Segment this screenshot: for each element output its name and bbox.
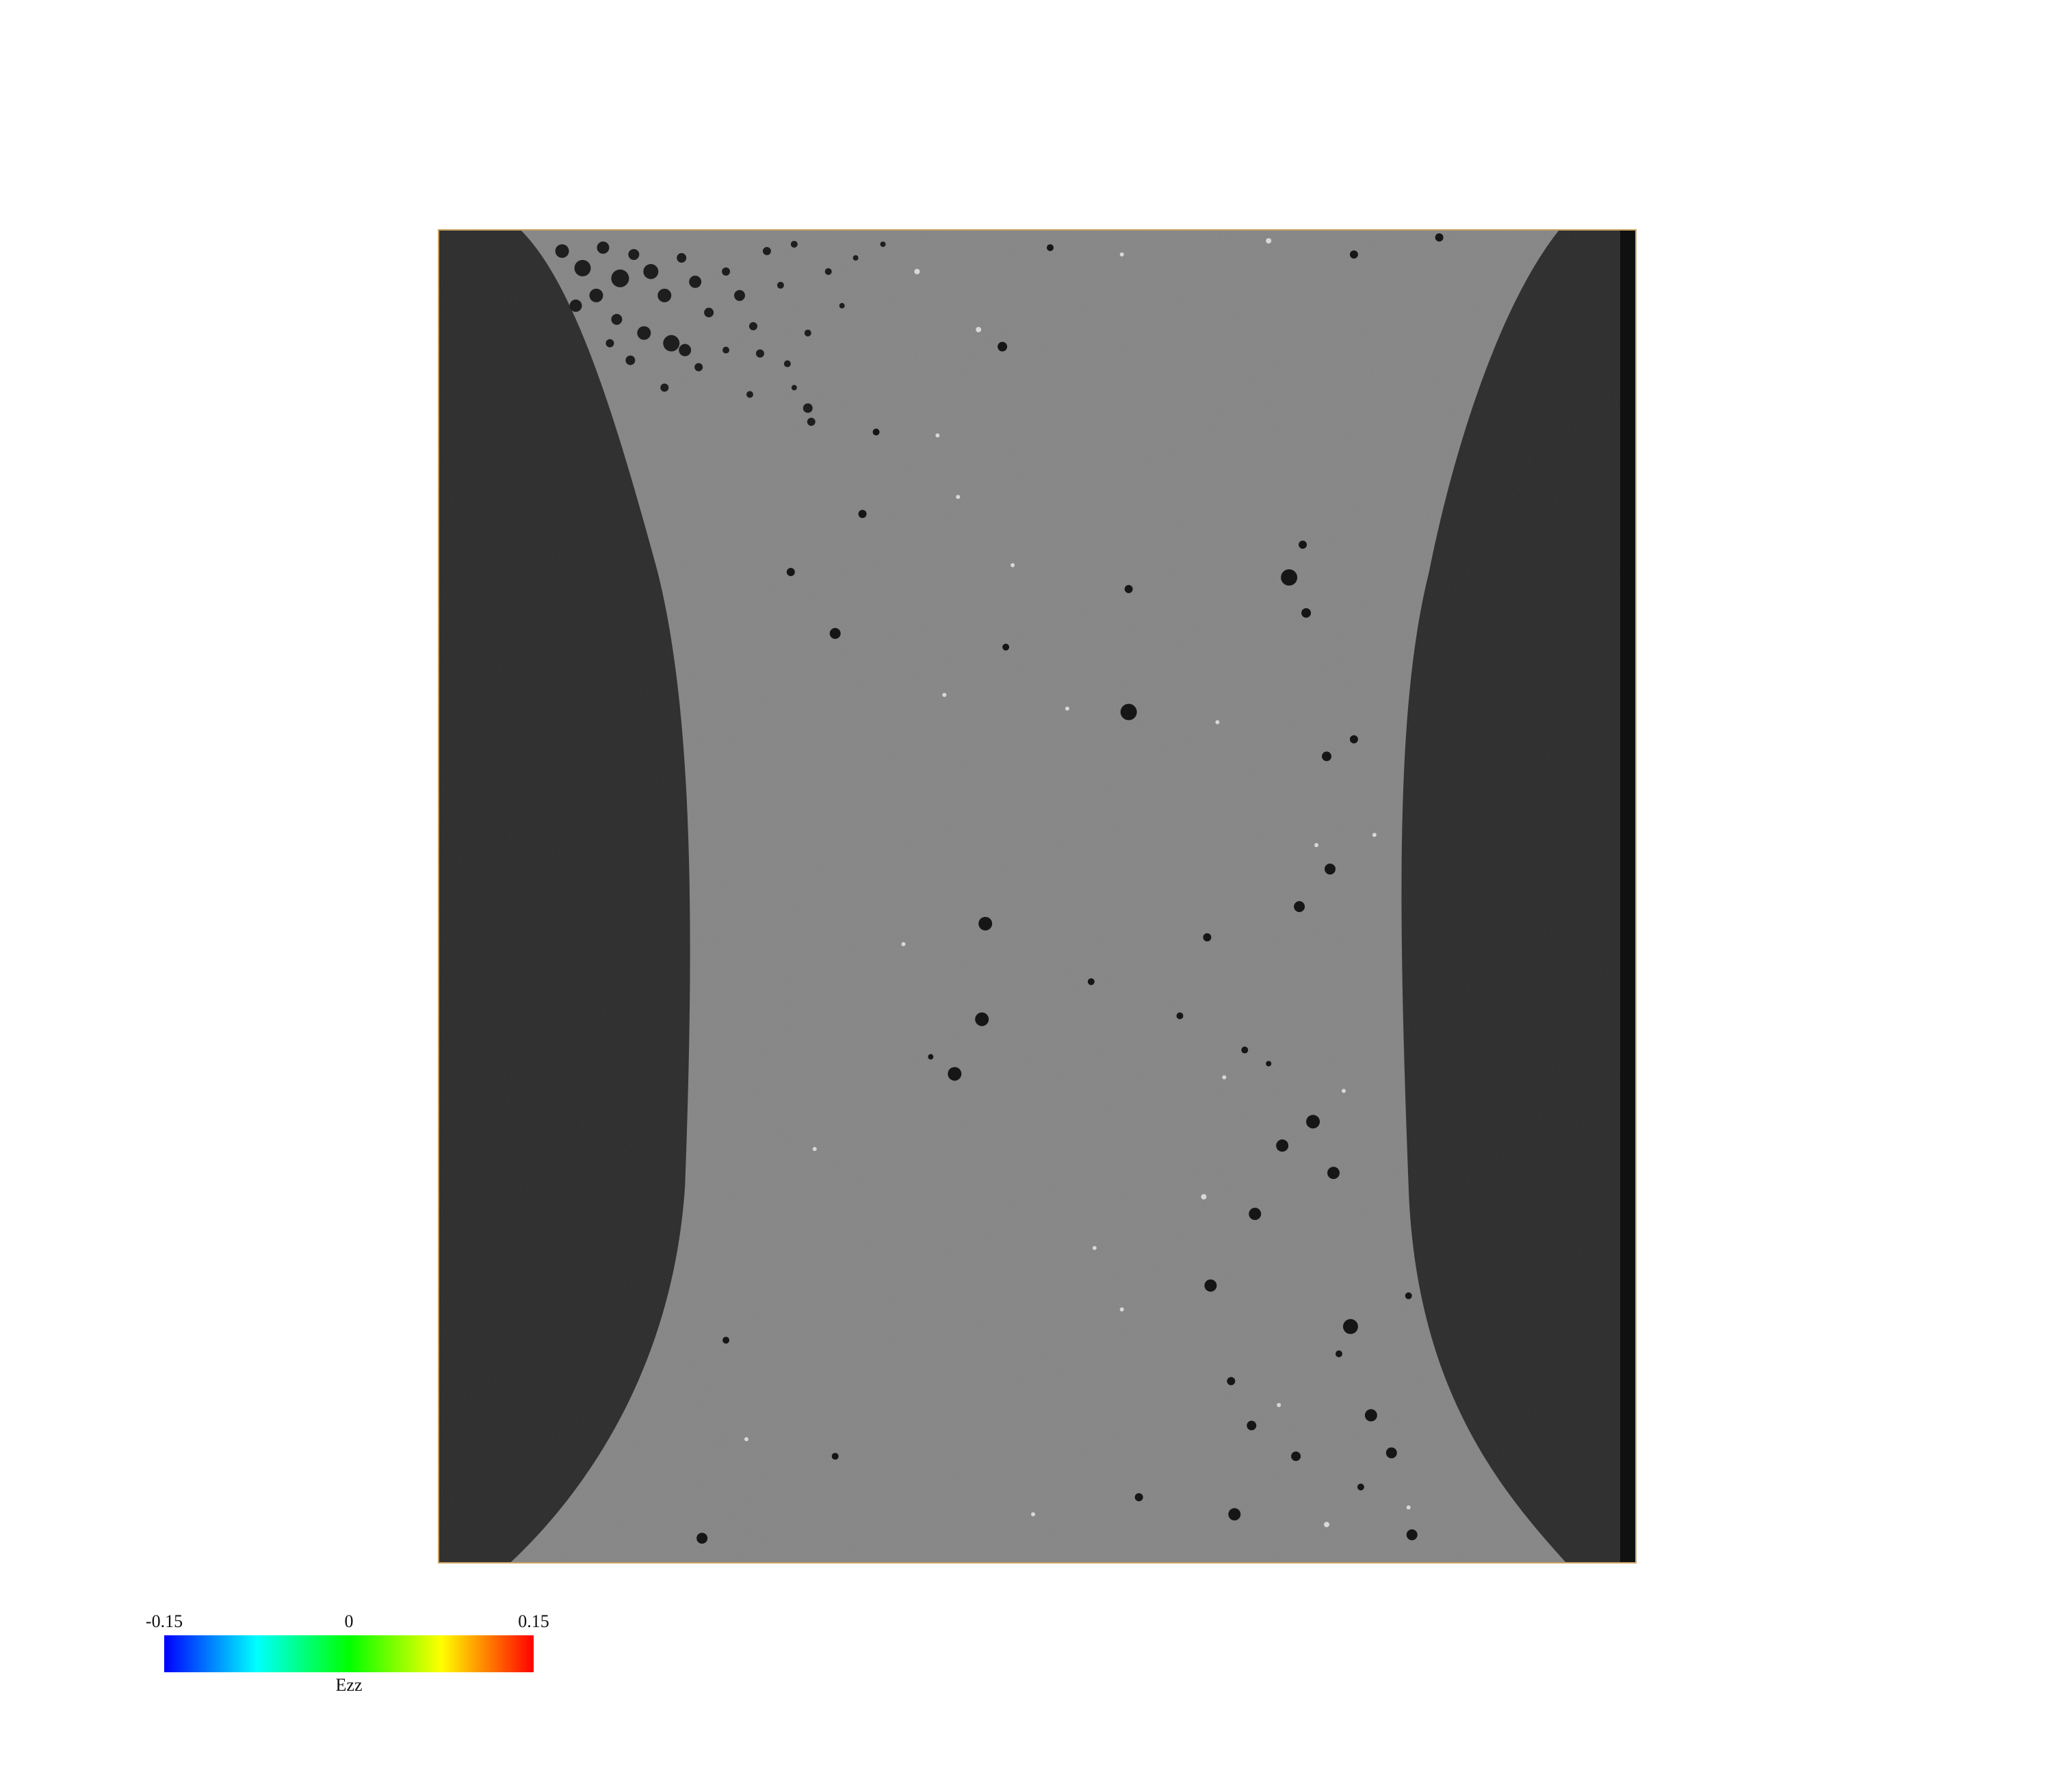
colorbar-title: Ezz [335,1675,363,1695]
porosity-cluster [555,240,886,426]
colorbar [164,1635,534,1672]
ct-scan-image [439,231,1635,1562]
bright-inclusions [744,237,1411,1528]
colorbar-max-label: 0.15 [518,1611,549,1631]
colorbar-gradient [164,1635,534,1672]
colorbar-mid-label: 0 [344,1611,354,1631]
right-edge-strip [1620,231,1635,1562]
scattered-pores [696,233,1444,1544]
ct-scan-slice [438,229,1637,1563]
colorbar-min-label: -0.15 [145,1611,183,1631]
